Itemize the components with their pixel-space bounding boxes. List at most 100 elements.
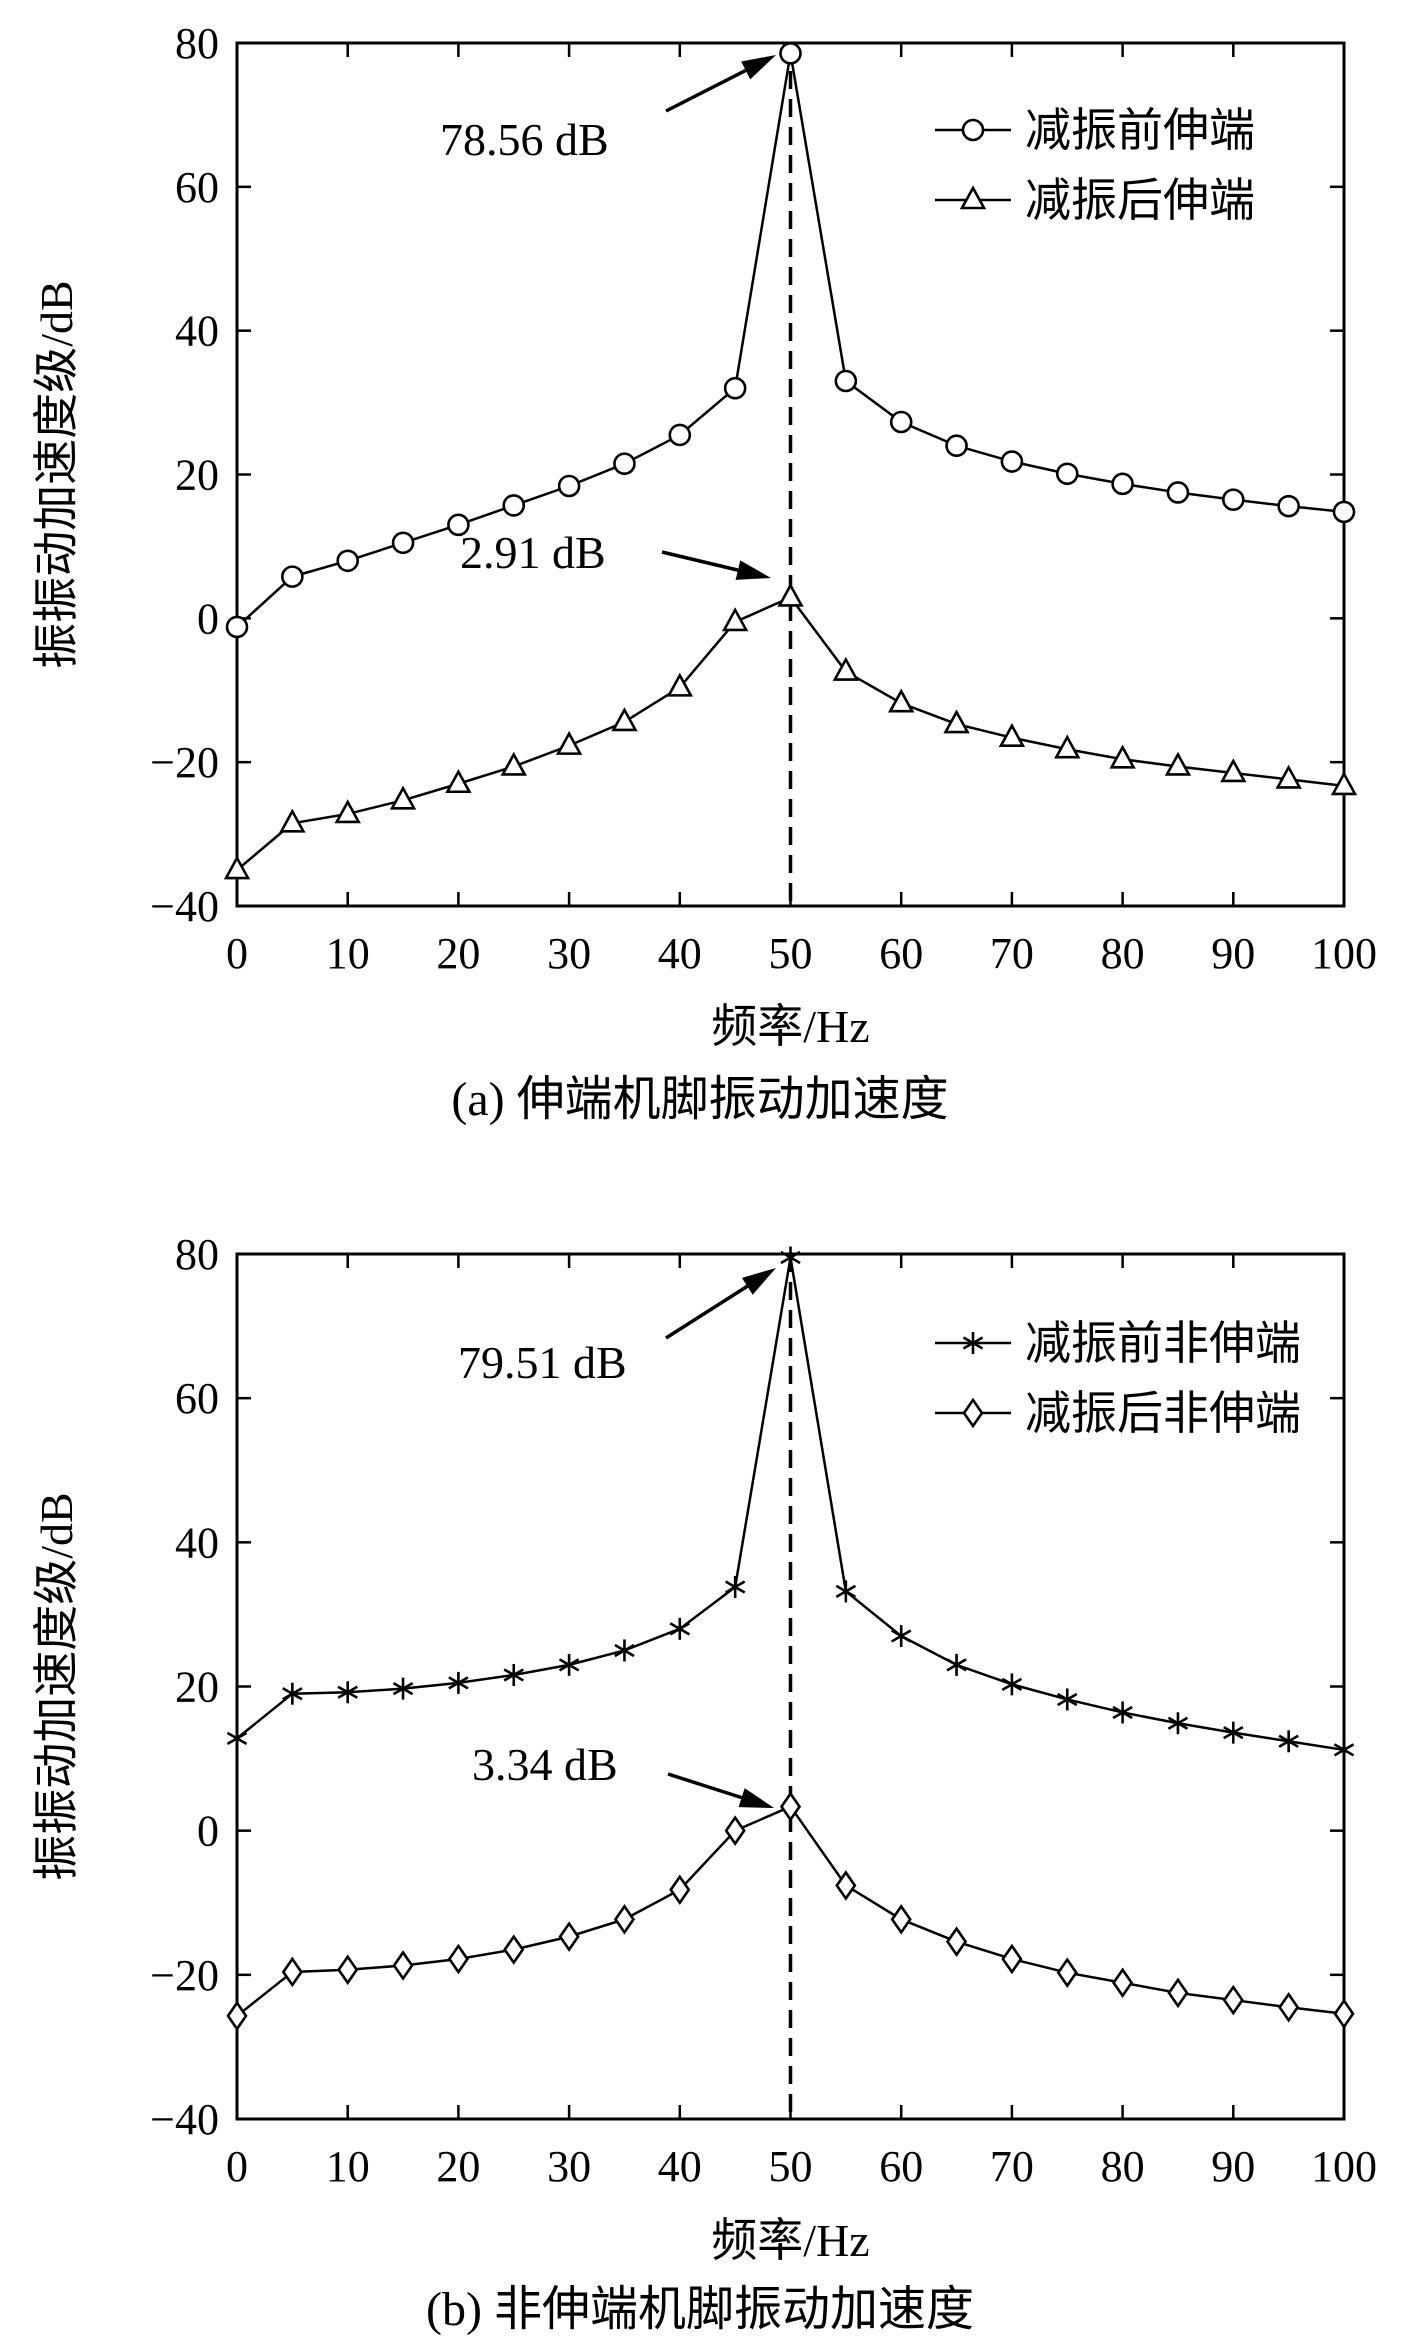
- data-point-series-2: [832, 656, 860, 681]
- data-point-series-1: [337, 1681, 358, 1704]
- y-tick-label: 20: [175, 451, 219, 500]
- x-axis-title: 频率/Hz: [711, 2215, 869, 2266]
- x-tick-label: 100: [1311, 2142, 1377, 2191]
- legend-marker: [962, 1332, 984, 1354]
- data-point-series-2: [223, 855, 251, 880]
- data-point-series-1: [225, 615, 249, 639]
- x-tick-label: 60: [879, 2142, 923, 2191]
- data-point-series-2: [724, 1815, 746, 1846]
- data-point-series-2: [945, 1926, 968, 1957]
- data-point-series-1: [1001, 1673, 1023, 1696]
- x-tick-label: 40: [658, 929, 702, 978]
- x-tick-label: 30: [547, 929, 591, 978]
- y-tick-label: 80: [175, 1230, 219, 1279]
- data-point-series-1: [557, 474, 581, 498]
- data-point-series-2: [1167, 1977, 1189, 2009]
- data-point-series-1: [1222, 488, 1245, 511]
- data-point-series-1: [1000, 450, 1024, 473]
- data-point-series-1: [945, 434, 968, 458]
- data-point-series-2: [666, 672, 693, 697]
- data-point-series-1: [503, 1663, 524, 1686]
- chart-panel-a: 0 10 20 30 40 50 60 70 80 90 100 80 60 40 20 0 −20 −40 78.…: [31, 19, 1377, 1126]
- x-tick-label: 20: [436, 2142, 480, 2191]
- annotation-arrow: [667, 1772, 774, 1808]
- data-point-series-1: [392, 1677, 414, 1700]
- data-point-series-2: [279, 808, 306, 833]
- data-point-series-1: [1166, 481, 1190, 504]
- annotation-label: 2.91 dB: [460, 527, 606, 578]
- data-point-series-1: [447, 513, 470, 537]
- annotation-label: 3.34 dB: [472, 1739, 618, 1790]
- legend-item-1: 减振前伸端: [935, 105, 1255, 156]
- x-tick-label: 90: [1211, 2142, 1255, 2191]
- x-tick-label: 80: [1101, 2142, 1145, 2191]
- data-point-series-2: [1112, 1967, 1134, 1999]
- data-point-series-2: [611, 707, 638, 732]
- data-point-series-2: [555, 730, 583, 755]
- data-point-series-1: [226, 1727, 248, 1750]
- chart-panel-b: 0 10 20 30 40 50 60 70 80 90 100 80 60 40 20 0 −20 −40 79.…: [31, 1230, 1377, 2336]
- data-point-series-1: [336, 549, 360, 573]
- data-point-series-2: [1109, 744, 1136, 769]
- y-tick-label: −40: [150, 882, 219, 931]
- y-tick-label: 60: [175, 163, 219, 212]
- data-point-series-2: [337, 1954, 359, 1986]
- data-point-series-2: [503, 1934, 525, 1965]
- x-tick-label: 70: [990, 929, 1034, 978]
- data-point-series-2: [1330, 771, 1358, 796]
- legend-marker: [959, 185, 987, 210]
- y-tick-label: 60: [175, 1374, 219, 1423]
- data-point-series-2: [777, 582, 804, 607]
- data-point-series-1: [835, 1580, 857, 1603]
- data-point-series-1: [558, 1653, 580, 1676]
- data-point-series-1: [1333, 1738, 1355, 1761]
- data-point-series-1: [889, 410, 913, 434]
- y-tick-label: 0: [197, 1807, 219, 1856]
- x-tick-label: 40: [658, 2142, 702, 2191]
- data-point-series-2: [558, 1921, 580, 1952]
- data-point-series-1: [1332, 500, 1356, 524]
- data-point-series-2: [1054, 734, 1081, 759]
- data-point-series-2: [721, 607, 749, 632]
- annotation-arrow: [665, 1268, 776, 1340]
- y-tick-label: −20: [150, 1951, 219, 2000]
- data-point-series-2: [835, 1870, 857, 1901]
- data-point-series-2: [1220, 758, 1247, 783]
- data-point-series-2: [500, 751, 527, 776]
- data-point-series-1: [1278, 1730, 1299, 1753]
- data-point-series-1: [282, 1682, 303, 1705]
- legend-marker: [962, 1397, 984, 1429]
- data-point-series-1: [502, 494, 526, 517]
- x-tick-label: 90: [1211, 929, 1255, 978]
- data-point-series-2: [1275, 764, 1302, 789]
- data-point-series-1: [1167, 1712, 1189, 1735]
- data-point-series-1: [391, 531, 415, 555]
- data-point-series-2: [1222, 1984, 1244, 2016]
- x-tick-label: 30: [547, 2142, 591, 2191]
- x-tick-label: 0: [226, 929, 248, 978]
- figure-caption: (b) 非伸端机脚振动加速度: [426, 2283, 974, 2336]
- data-point-series-2: [888, 688, 915, 713]
- annotation-arrow: [665, 55, 776, 113]
- annotation-label: 78.56 dB: [440, 114, 609, 165]
- x-tick-label: 80: [1101, 929, 1145, 978]
- data-point-series-1: [1055, 462, 1079, 486]
- data-point-series-2: [1278, 1991, 1300, 2023]
- data-point-series-1: [1223, 1721, 1244, 1744]
- data-point-series-2: [1164, 751, 1192, 776]
- y-tick-label: 20: [175, 1663, 219, 1712]
- legend-label: 减振前非伸端: [1025, 1318, 1301, 1369]
- x-tick-label: 10: [326, 2142, 370, 2191]
- figure-caption: (a) 伸端机脚振动加速度: [451, 1073, 948, 1126]
- x-tick-label: 50: [769, 929, 813, 978]
- legend-label: 减振前伸端: [1025, 105, 1255, 156]
- y-tick-label: 80: [175, 19, 219, 68]
- data-point-series-2: [392, 1950, 414, 1981]
- data-point-series-1: [448, 1671, 469, 1694]
- data-point-series-2: [447, 1943, 469, 1975]
- data-point-series-1: [281, 565, 304, 588]
- annotation-arrow: [661, 550, 771, 580]
- data-point-series-2: [613, 1904, 636, 1935]
- data-point-series-1: [613, 452, 636, 476]
